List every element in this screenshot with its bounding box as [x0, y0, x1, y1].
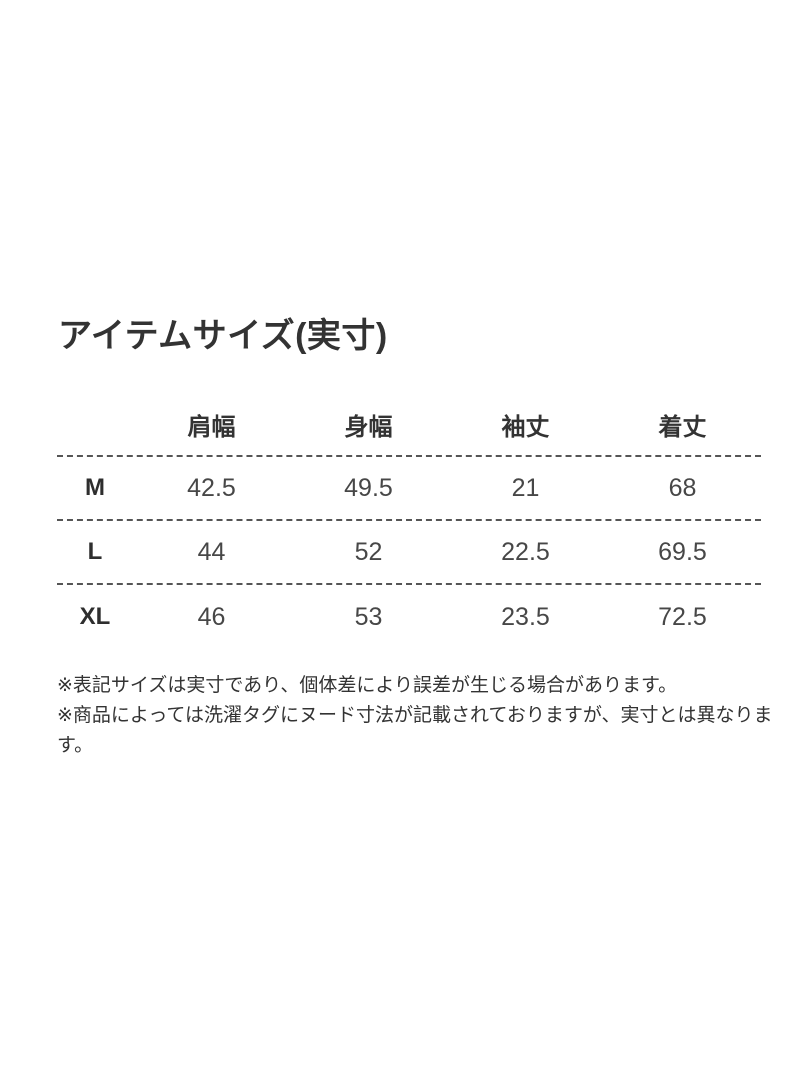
value-l-shoulder: 44: [197, 537, 226, 566]
table-header-row: 肩幅 身幅 袖丈 着丈: [57, 393, 761, 457]
note-actual-measurement: ※表記サイズは実寸であり、個体差により誤差が生じる場合があります。: [57, 675, 678, 696]
value-m-body: 49.5: [344, 473, 393, 502]
value-l-body: 52: [354, 537, 383, 566]
value-l-length: 69.5: [658, 537, 707, 566]
value-xl-body: 53: [354, 602, 383, 631]
size-section: アイテムサイズ(実寸) 肩幅 身幅 袖丈 着丈 M 42.5 49.5 21 6…: [57, 317, 797, 761]
size-label-m: M: [85, 474, 105, 501]
value-l-sleeve: 22.5: [501, 537, 550, 566]
column-header-shoulder-width: 肩幅: [187, 413, 236, 441]
value-m-shoulder: 42.5: [187, 473, 236, 502]
value-xl-length: 72.5: [658, 602, 707, 631]
size-notes: ※表記サイズは実寸であり、個体差により誤差が生じる場合があります。 ※商品によっ…: [57, 671, 797, 761]
size-label-xl: XL: [79, 603, 111, 630]
table-row-m: M 42.5 49.5 21 68: [57, 457, 761, 521]
value-m-length: 68: [668, 473, 697, 502]
size-label-l: L: [87, 538, 103, 565]
column-header-total-length: 着丈: [658, 413, 707, 441]
value-m-sleeve: 21: [511, 473, 540, 502]
table-row-l: L 44 52 22.5 69.5: [57, 521, 761, 585]
note-laundry-tag: ※商品によっては洗濯タグにヌード寸法が記載されておりますが、実寸とは異なります。: [57, 705, 773, 756]
column-header-body-width: 身幅: [344, 413, 393, 441]
section-title: アイテムサイズ(実寸): [58, 317, 388, 355]
value-xl-sleeve: 23.5: [501, 602, 550, 631]
table-row-xl: XL 46 53 23.5 72.5: [57, 585, 761, 649]
column-header-sleeve-length: 袖丈: [501, 413, 550, 441]
value-xl-shoulder: 46: [197, 602, 226, 631]
size-table: 肩幅 身幅 袖丈 着丈 M 42.5 49.5 21 68 L 44 52 22…: [57, 393, 761, 649]
